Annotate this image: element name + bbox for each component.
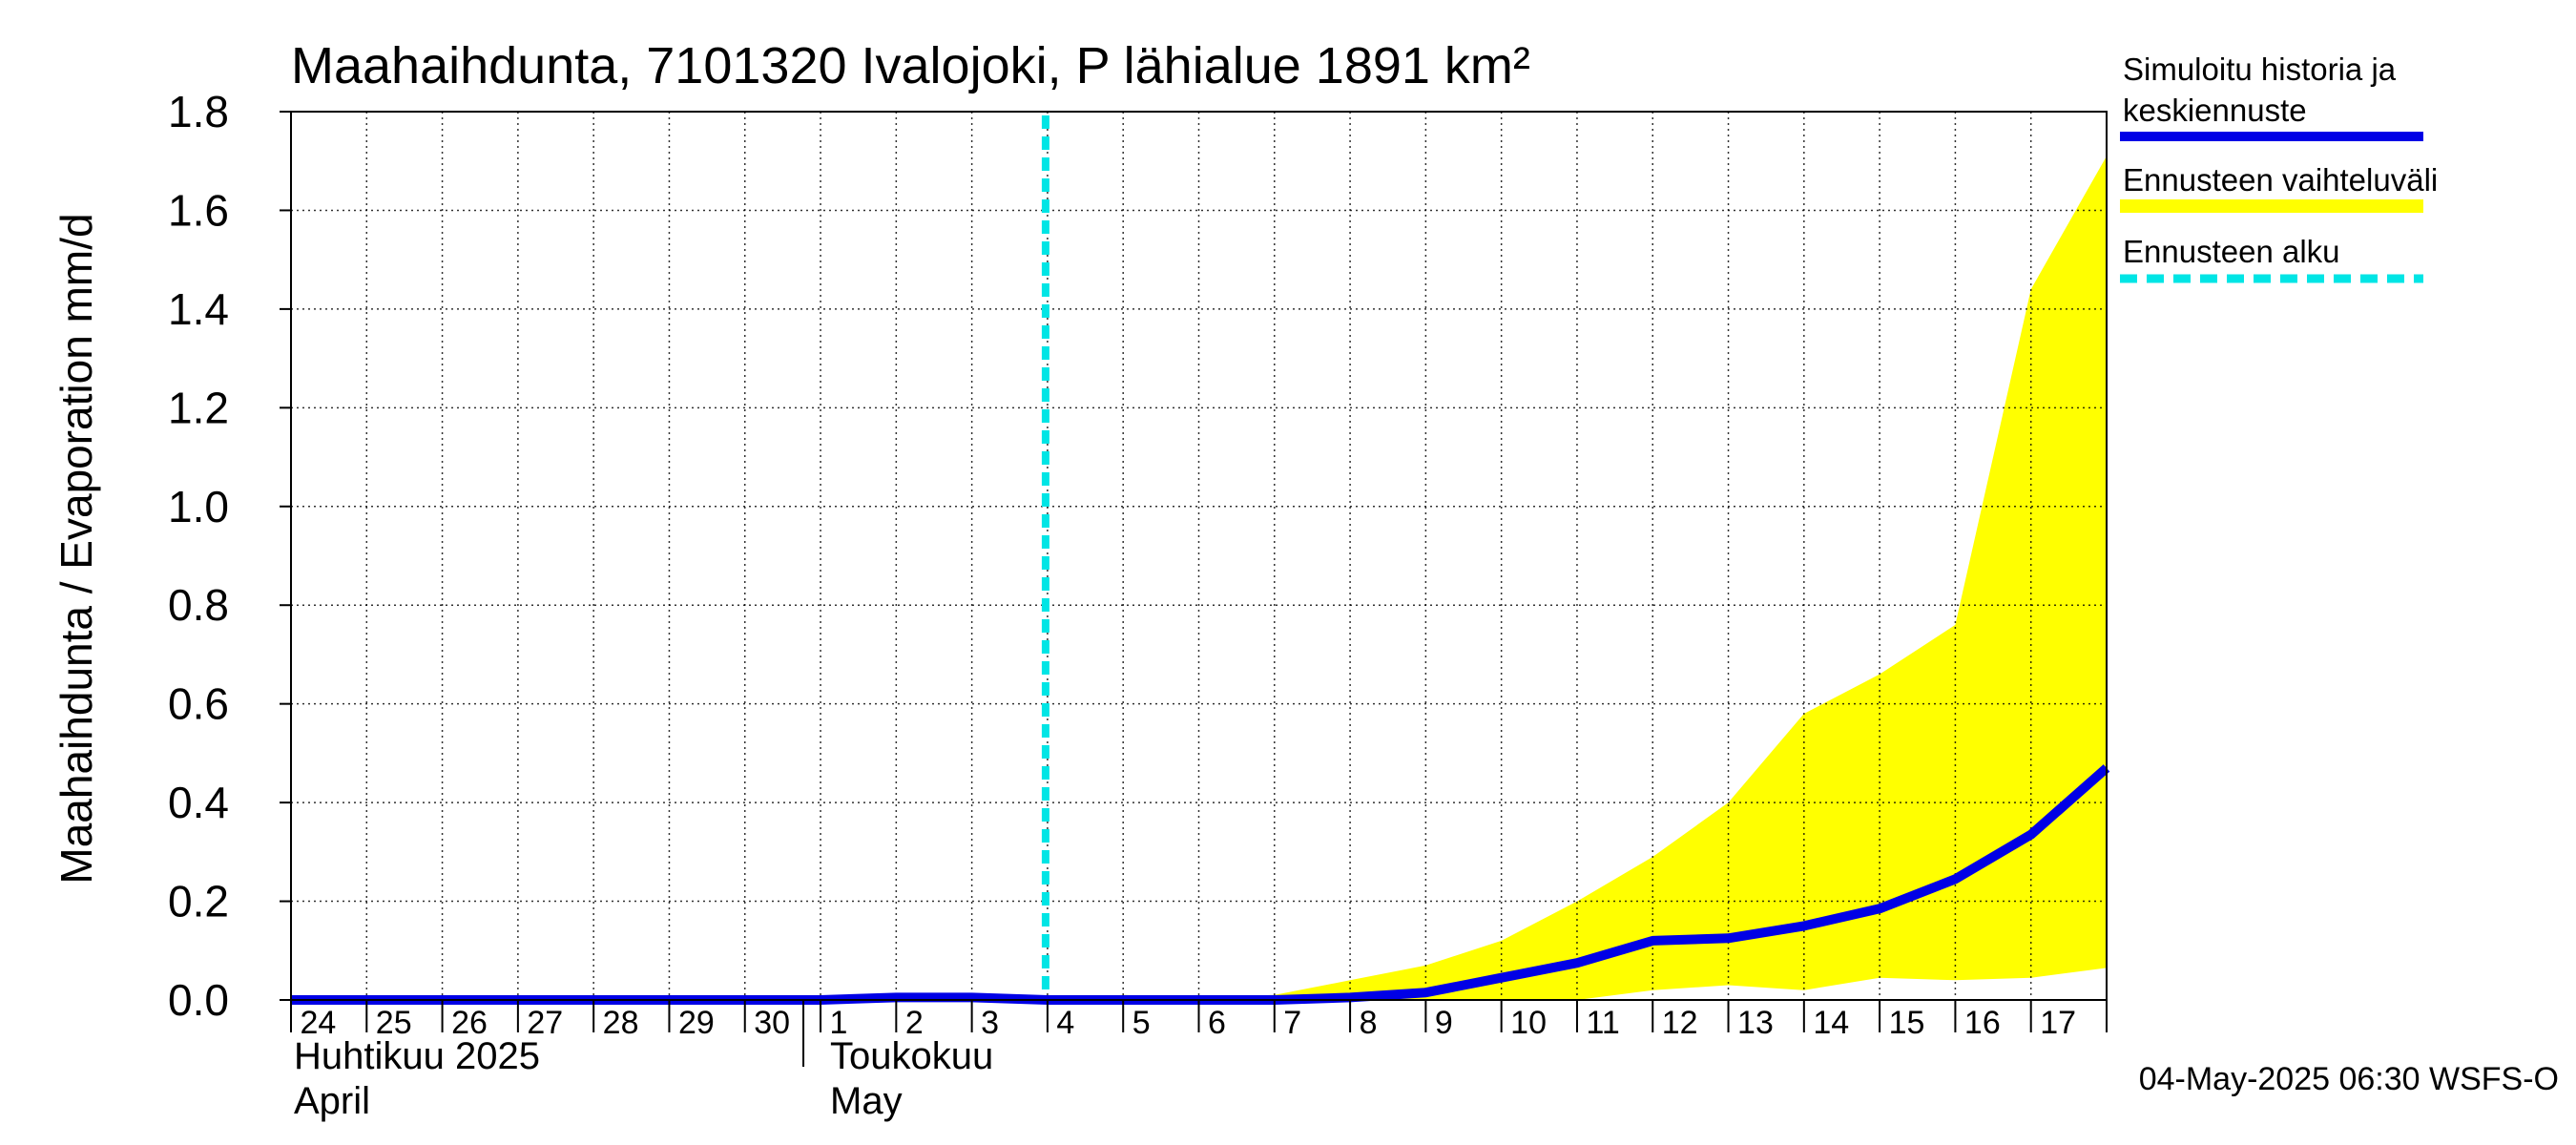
x-tick-label: 12 [1662, 1005, 1698, 1041]
x-tick-label: 1 [830, 1005, 848, 1041]
x-tick-label: 13 [1737, 1005, 1774, 1041]
x-tick-label: 5 [1132, 1005, 1151, 1041]
legend-label-simulated-line2: keskiennuste [2123, 93, 2307, 128]
legend-label-band: Ennusteen vaihteluväli [2123, 162, 2438, 198]
y-tick-label: 0.2 [168, 877, 229, 926]
axes [280, 111, 2108, 1067]
legend: Simuloitu historia ja keskiennuste Ennus… [2120, 52, 2438, 283]
forecast-band-layer [1047, 156, 2107, 1001]
gridlines [291, 112, 2107, 1000]
y-tick-label: 1.2 [168, 383, 229, 432]
month-label-line1: Huhtikuu 2025 [294, 1035, 540, 1077]
x-tick-label: 14 [1813, 1005, 1849, 1041]
y-tick-label: 1.4 [168, 284, 229, 334]
x-tick-label: 16 [1964, 1005, 2001, 1041]
y-tick-label: 0.0 [168, 975, 229, 1025]
x-tick-label: 26 [451, 1005, 488, 1041]
x-tick-label: 3 [981, 1005, 999, 1041]
x-tick-label: 2 [905, 1005, 924, 1041]
y-tick-label: 0.4 [168, 778, 229, 827]
x-tick-label: 11 [1586, 1005, 1619, 1041]
x-tick-labels: 24 25 26 27 28 29 30 1 2 3 4 5 6 7 8 9 10 11 12 13 14 15 16 17 [301, 1005, 2077, 1041]
x-tick-label: 17 [2040, 1005, 2076, 1041]
y-tick-labels: 0.0 0.2 0.4 0.6 0.8 1.0 1.2 1.4 1.6 1.8 [168, 87, 229, 1025]
legend-label-simulated-line1: Simuloitu historia ja [2123, 52, 2397, 87]
x-tick-label: 24 [301, 1005, 337, 1041]
forecast-range-band [1047, 156, 2107, 1001]
y-tick-label: 1.0 [168, 482, 229, 531]
x-tick-label: 9 [1435, 1005, 1453, 1041]
x-tick-label: 6 [1208, 1005, 1226, 1041]
month-label-line2: April [294, 1080, 370, 1122]
x-tick-label: 10 [1510, 1005, 1547, 1041]
x-tick-label: 28 [603, 1005, 639, 1041]
y-tick-label: 0.8 [168, 580, 229, 630]
x-tick-label: 27 [527, 1005, 563, 1041]
y-tick-label: 1.8 [168, 87, 229, 136]
x-tick-label: 25 [376, 1005, 412, 1041]
x-tick-label: 4 [1056, 1005, 1074, 1041]
y-axis-label: Maahaihdunta / Evaporation mm/d [52, 213, 101, 884]
footer-timestamp: 04-May-2025 06:30 WSFS-O [2139, 1061, 2559, 1097]
x-tick-label: 8 [1360, 1005, 1378, 1041]
y-tick-label: 1.6 [168, 185, 229, 235]
x-tick-label: 15 [1889, 1005, 1925, 1041]
month-label-line1: Toukokuu [830, 1035, 993, 1077]
chart-title: Maahaihdunta, 7101320 Ivalojoki, P lähia… [291, 37, 1530, 94]
month-label-line2: May [830, 1080, 903, 1122]
x-tick-label: 7 [1283, 1005, 1301, 1041]
x-tick-label: 29 [678, 1005, 715, 1041]
y-tick-label: 0.6 [168, 679, 229, 729]
legend-label-forecast-start: Ennusteen alku [2123, 234, 2340, 269]
x-tick-label: 30 [754, 1005, 790, 1041]
